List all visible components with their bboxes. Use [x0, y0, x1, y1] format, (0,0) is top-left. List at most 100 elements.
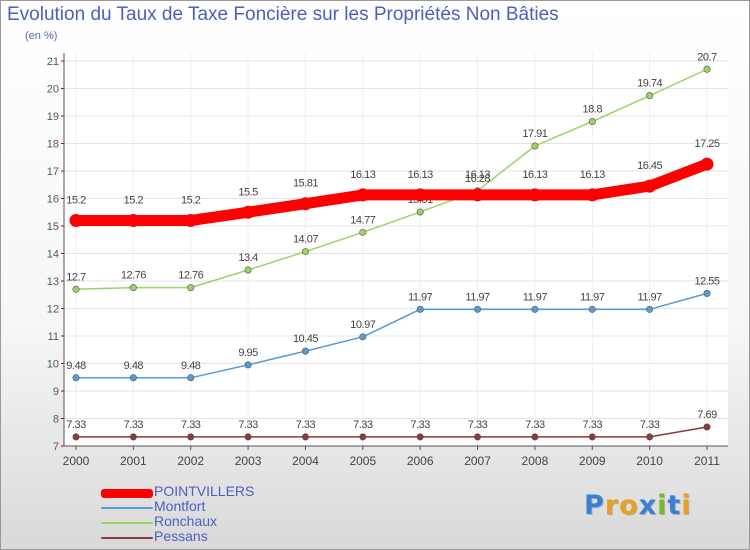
- x-tick-label: 2006: [407, 454, 434, 468]
- data-label: 14.07: [293, 234, 318, 246]
- data-label: 19.74: [637, 78, 662, 90]
- chart-title: Evolution du Taux de Taxe Foncière sur l…: [7, 4, 559, 25]
- data-point: [643, 179, 657, 193]
- y-tick-label: 15: [47, 221, 59, 233]
- data-label: 7.33: [410, 419, 430, 431]
- data-point: [301, 433, 309, 441]
- x-tick-label: 2002: [177, 454, 204, 468]
- data-point: [187, 374, 195, 382]
- y-tick-label: 20: [47, 84, 59, 96]
- data-point: [187, 433, 195, 441]
- data-point: [129, 433, 137, 441]
- y-tick-label: 18: [47, 139, 59, 151]
- series-montfort: 9.48 9.48 9.48 9.95 10.45 10.97 11.97 11.97 11.9…: [66, 275, 720, 382]
- data-point: [588, 118, 596, 126]
- data-label: 7.33: [296, 419, 316, 431]
- data-label: 9.48: [181, 360, 201, 372]
- data-point: [129, 374, 137, 382]
- data-point: [416, 305, 424, 313]
- data-label: 13.4: [238, 252, 258, 264]
- data-label: 11.97: [523, 291, 548, 303]
- proxiti-logo: Proxiti: [584, 490, 692, 521]
- x-tick-label: 2008: [522, 454, 549, 468]
- y-tick-label: 11: [48, 331, 59, 343]
- data-label: 18.8: [583, 104, 603, 116]
- data-label: 16.28: [465, 173, 490, 185]
- legend-swatch: [101, 537, 153, 539]
- x-tick-label: 2007: [464, 454, 491, 468]
- data-point: [129, 284, 137, 292]
- data-label: 7.33: [525, 419, 545, 431]
- series-ronchaux: 12.712.7612.7613.414.0714.7715.5116.2817…: [66, 51, 718, 293]
- x-tick-label: 2003: [235, 454, 262, 468]
- x-tick-label: 2004: [292, 454, 319, 468]
- series-line: [70, 158, 713, 226]
- logo-letter: t: [667, 490, 682, 521]
- data-point: [72, 433, 80, 441]
- data-point: [646, 305, 654, 313]
- y-tick-label: 10: [47, 359, 59, 371]
- data-point: [184, 214, 198, 227]
- data-point: [359, 333, 367, 341]
- y-tick-label: 17: [47, 166, 59, 178]
- data-label: 12.55: [694, 275, 719, 287]
- data-label: 15.2: [124, 195, 144, 207]
- y-tick-label: 16: [47, 194, 59, 206]
- logo-letter: P: [584, 490, 605, 521]
- data-point: [244, 361, 252, 369]
- data-label: 7.69: [697, 409, 717, 421]
- data-label: 11.97: [580, 291, 605, 303]
- data-label: 16.13: [350, 169, 375, 181]
- legend-swatch: [101, 507, 153, 509]
- data-label: 7.33: [238, 419, 258, 431]
- data-label: 7.33: [124, 419, 144, 431]
- data-label: 16.13: [580, 169, 605, 181]
- series-line: [75, 68, 708, 290]
- data-point: [72, 374, 80, 382]
- data-label: 7.33: [640, 419, 660, 431]
- data-point: [244, 266, 252, 274]
- data-point: [187, 284, 195, 292]
- data-label: 10.45: [293, 333, 318, 345]
- data-label: 7.33: [583, 419, 603, 431]
- legend-label: Montfort: [154, 498, 206, 514]
- y-tick-label: 21: [47, 56, 59, 68]
- logo-letter: x: [638, 490, 658, 521]
- legend-label: POINTVILLERS: [154, 483, 255, 499]
- data-label: 7.33: [353, 419, 373, 431]
- logo-letter: o: [619, 490, 639, 521]
- data-label: 16.13: [465, 169, 490, 181]
- data-point: [301, 248, 309, 256]
- data-point: [585, 188, 599, 202]
- unit-label: (en %): [25, 30, 58, 42]
- x-tick-label: 2000: [63, 454, 90, 468]
- data-label: 9.95: [238, 347, 258, 359]
- data-label: 12.76: [178, 270, 203, 282]
- data-label: 15.81: [293, 178, 318, 190]
- data-label: 15.5: [238, 186, 258, 198]
- data-point: [72, 285, 80, 293]
- data-label: 11.97: [465, 291, 490, 303]
- series-line: [75, 426, 708, 438]
- data-point: [474, 433, 482, 441]
- data-point: [531, 305, 539, 313]
- logo-letter: i: [657, 490, 668, 521]
- data-point: [356, 188, 370, 202]
- data-label: 9.48: [66, 360, 86, 372]
- data-point: [531, 433, 539, 441]
- data-point: [241, 205, 255, 219]
- series-pointvillers: 15.2 15.2 15.2 15.5 15.81 16.13 16.13 16.13 16.1…: [66, 138, 720, 227]
- data-point: [474, 305, 482, 313]
- data-label: 12.76: [121, 270, 146, 282]
- data-label: 15.2: [66, 195, 86, 207]
- y-tick-label: 13: [47, 276, 59, 288]
- data-point: [528, 188, 542, 202]
- data-point: [703, 289, 711, 297]
- data-label: 12.7: [66, 271, 86, 283]
- y-tick-label: 14: [47, 249, 59, 261]
- data-label: 9.48: [124, 360, 144, 372]
- data-label: 7.33: [66, 419, 86, 431]
- data-label: 20.7: [697, 51, 717, 63]
